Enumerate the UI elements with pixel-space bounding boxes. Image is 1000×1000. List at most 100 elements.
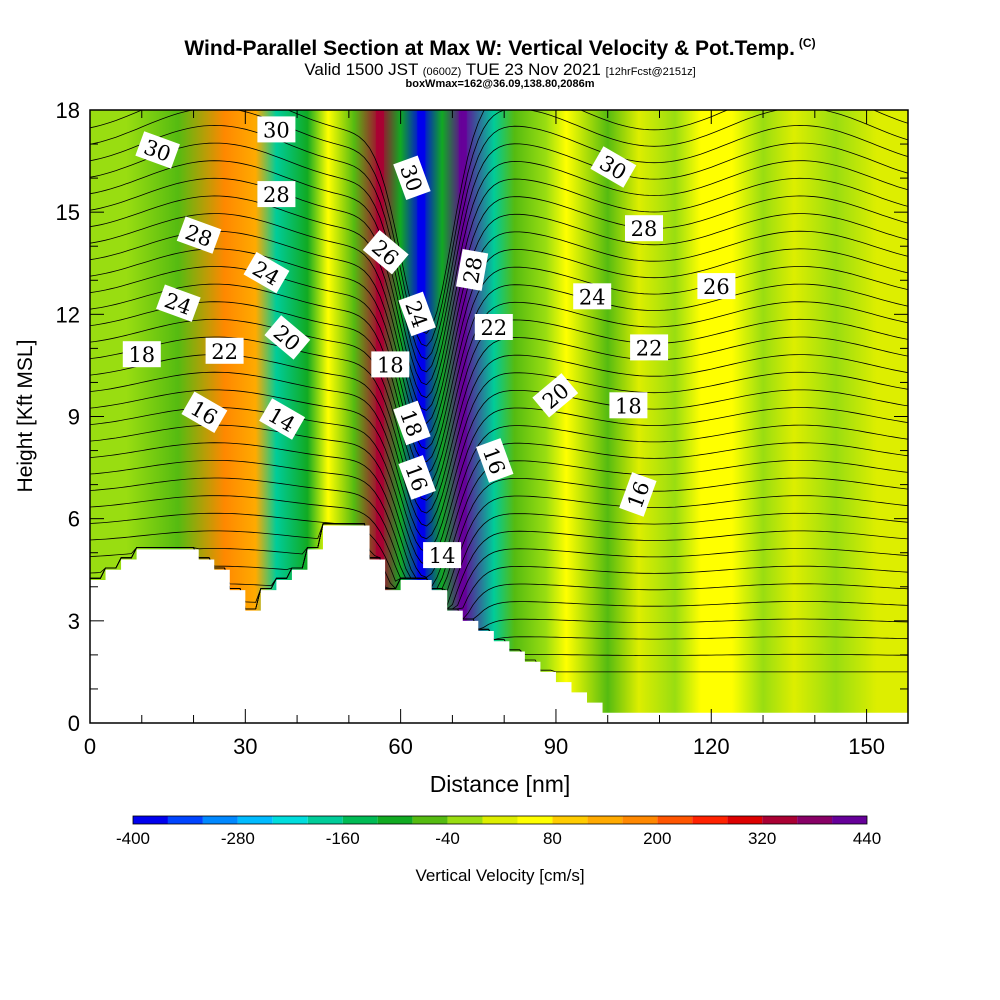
- y-axis: 0 3 6 9 12 15 18: [56, 98, 908, 736]
- x-axis: 0 30 60 90 120 150: [84, 110, 885, 759]
- contour-label-bg: [264, 315, 311, 360]
- contour-label-bg: [122, 341, 161, 368]
- contour-label-bg: [609, 392, 648, 419]
- isentrope: [90, 177, 908, 399]
- contour-label-text: 28: [263, 183, 290, 207]
- valid-time: Valid 1500 JST: [304, 60, 419, 79]
- contour-label-bg: [393, 155, 431, 201]
- x-tick-label: 150: [848, 734, 885, 759]
- contour-label-bg: [474, 314, 513, 340]
- colorbar-swatch: [622, 816, 658, 824]
- isentrope: [90, 477, 908, 589]
- x-tick-label: 30: [233, 734, 257, 759]
- x-tick-label: 120: [693, 734, 730, 759]
- contour-label-bg: [181, 391, 228, 433]
- contour-label: 24: [573, 283, 612, 310]
- contour-label-bg: [259, 398, 306, 440]
- colorbar-swatch: [342, 816, 378, 824]
- y-tick-label: 12: [56, 302, 80, 327]
- contour-label-bg: [156, 284, 201, 322]
- contour-label-bg: [619, 472, 657, 517]
- isentrope: [90, 523, 908, 610]
- colorbar-swatch: [412, 816, 448, 824]
- colorbar-swatch: [307, 816, 343, 824]
- colorbar-swatch: [727, 816, 763, 824]
- colorbar-swatch: [692, 816, 728, 824]
- x-tick-label: 60: [388, 734, 412, 759]
- isentrope: [90, 495, 908, 592]
- isentrope: [90, 424, 908, 578]
- chart-title-text: Wind-Parallel Section at Max W: Vertical…: [184, 37, 795, 60]
- contour-label-bg: [135, 131, 180, 169]
- isentrope: [90, 124, 908, 360]
- contour-label-text: 18: [128, 343, 155, 367]
- contour-label-bg: [257, 181, 296, 208]
- colorbar-swatch: [237, 816, 273, 824]
- colorbar-tick-label: -40: [435, 829, 460, 848]
- y-axis-label: Height [Kft MSL]: [14, 340, 37, 493]
- colorbar-frame: [132, 815, 868, 825]
- valid-date: TUE 23 Nov 2021: [465, 60, 601, 79]
- colorbar-swatch: [482, 816, 518, 824]
- contour-label-bg: [398, 455, 436, 500]
- contour-label-bg: [630, 334, 669, 361]
- colorbar-swatch: [552, 816, 588, 824]
- contour-label-text: 14: [429, 544, 456, 568]
- y-tick-label: 9: [68, 405, 80, 430]
- colorbar-tick-label: 200: [643, 829, 671, 848]
- isentrope: [90, 142, 908, 373]
- contour-label-bg: [476, 438, 514, 483]
- colorbar-tick-label: 320: [748, 829, 776, 848]
- y-tick-label: 0: [68, 711, 80, 736]
- colorbar-swatch: [762, 816, 798, 824]
- copyright-mark: (C): [798, 36, 816, 50]
- forecast-hour: [12hrFcst@2151z]: [605, 66, 696, 78]
- contour-label-bg: [257, 116, 296, 143]
- x-axis-label: Distance [nm]: [430, 771, 571, 797]
- colorbar-tick-label: 440: [853, 829, 881, 848]
- contour-label-bg: [532, 373, 579, 418]
- contour-label-bg: [371, 351, 410, 378]
- x-tick-label: 90: [544, 734, 568, 759]
- colorbar-tick-label: 80: [543, 829, 562, 848]
- colorbar-swatch: [447, 816, 483, 824]
- contour-label-bg: [423, 542, 462, 569]
- colorbar-swatch: [657, 816, 693, 824]
- contour-label-bg: [573, 283, 612, 310]
- contour-label-text: 28: [459, 255, 487, 285]
- colorbar-tick-label: -160: [326, 829, 360, 848]
- colorbar-swatch: [377, 816, 413, 824]
- contour-label-text: 24: [579, 285, 606, 309]
- box-wmax-info: boxWmax=162@36.09,138.80,2086m: [405, 78, 595, 90]
- contour-label-text: 18: [615, 394, 642, 418]
- contour-label-bg: [176, 216, 222, 254]
- colorbar-swatch: [272, 816, 308, 824]
- y-tick-label: 6: [68, 507, 80, 532]
- isentrope: [90, 110, 908, 347]
- contour-label: 30: [135, 131, 180, 169]
- colorbar-swatch: [587, 816, 623, 824]
- isentrope: [90, 407, 908, 565]
- chart-title: Wind-Parallel Section at Max W: Vertical…: [0, 36, 1000, 61]
- x-tick-label: 0: [84, 734, 96, 759]
- isentrope: [90, 266, 908, 463]
- y-tick-label: 15: [56, 200, 80, 225]
- contour-label: 22: [630, 334, 669, 361]
- colorbar-swatch: [517, 816, 553, 824]
- chart-subtitle: Valid 1500 JST (0600Z) TUE 23 Nov 2021 […: [0, 60, 1000, 80]
- terrain-mask: [90, 525, 908, 723]
- isentrope: [90, 512, 908, 607]
- utc-time: (0600Z): [422, 66, 462, 78]
- isentrope: [90, 523, 908, 610]
- potential-temperature-contours: [90, 110, 908, 673]
- isentrope: [90, 195, 908, 411]
- isentrope: [90, 160, 908, 386]
- contour-label-bg: [243, 251, 290, 294]
- contour-label-text: 28: [631, 217, 658, 241]
- colorbar-swatch: [797, 816, 833, 824]
- isentrope: [90, 389, 908, 553]
- contour-label-bg: [362, 230, 409, 275]
- contour-label-bg: [625, 215, 663, 242]
